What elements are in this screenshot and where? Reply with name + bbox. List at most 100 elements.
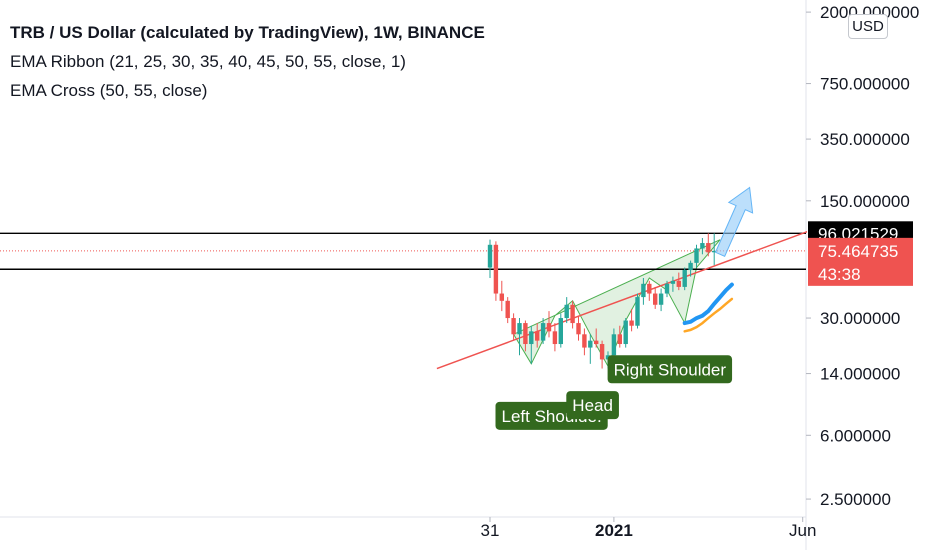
x-tick-label: 2021 xyxy=(595,521,633,540)
ema-slow-line xyxy=(683,297,734,333)
last-price-label: 75.464735 xyxy=(818,242,898,261)
candle-body xyxy=(712,250,717,253)
candle-body xyxy=(570,304,575,324)
candle-body xyxy=(558,318,563,345)
candle xyxy=(670,276,676,292)
candle xyxy=(582,328,587,356)
candle xyxy=(570,300,575,329)
candle xyxy=(700,238,705,255)
x-tick-label: 31 xyxy=(481,521,500,540)
candle xyxy=(647,280,652,301)
candle-body xyxy=(594,340,599,345)
candle xyxy=(517,318,522,356)
candle xyxy=(629,308,634,332)
candle xyxy=(664,280,670,298)
candle-body xyxy=(647,283,652,294)
y-tick-label: 14.000000 xyxy=(820,365,900,384)
candle-body xyxy=(641,283,646,298)
last-price-badge xyxy=(808,237,913,286)
candle-body xyxy=(499,293,504,301)
pattern-label-1[interactable]: Head xyxy=(566,391,619,420)
candle-body xyxy=(700,243,705,249)
candle-body xyxy=(505,300,510,319)
candle xyxy=(706,233,711,257)
candle-body xyxy=(552,331,558,345)
candle-body xyxy=(688,262,693,271)
candle xyxy=(564,297,569,324)
pattern-label-text: Right Shoulder xyxy=(614,360,727,379)
candle xyxy=(694,244,699,268)
candle xyxy=(487,239,493,278)
candle xyxy=(552,323,558,352)
candle xyxy=(653,286,658,309)
currency-button[interactable]: USD xyxy=(848,14,888,39)
candle-body xyxy=(605,355,611,360)
head-shoulders-pattern xyxy=(512,239,721,368)
y-tick-label: 30.000000 xyxy=(820,309,900,328)
candle-body xyxy=(635,297,640,326)
candle xyxy=(635,293,640,329)
candle-body xyxy=(676,280,681,287)
candle-body xyxy=(517,323,522,335)
candle-body xyxy=(617,334,622,345)
candle-body xyxy=(523,323,528,345)
candle xyxy=(617,325,622,348)
symbol-title: TRB / US Dollar (calculated by TradingVi… xyxy=(10,23,485,42)
candle-body xyxy=(611,334,617,356)
candle-body xyxy=(664,283,670,294)
candle-body xyxy=(629,320,634,326)
countdown-label: 43:38 xyxy=(818,265,861,284)
candle-body xyxy=(682,270,687,287)
candle xyxy=(511,313,516,341)
candle-body xyxy=(564,304,569,319)
candle xyxy=(688,260,693,277)
candle xyxy=(535,323,540,348)
candle-body xyxy=(493,244,499,294)
candle-body xyxy=(535,331,540,341)
candle xyxy=(499,280,504,312)
candle-body xyxy=(706,243,711,253)
candle-body xyxy=(599,344,605,360)
candle-body xyxy=(588,340,593,348)
candle xyxy=(658,288,664,312)
candle xyxy=(529,325,534,364)
candle xyxy=(594,328,599,348)
x-tick-label: Jun xyxy=(789,521,816,540)
candle xyxy=(599,340,605,369)
candle-body xyxy=(658,293,664,305)
y-tick-label: 2000.000000 xyxy=(820,3,919,22)
candle xyxy=(588,334,593,364)
candle-body xyxy=(576,323,581,335)
candle xyxy=(712,233,717,266)
candle xyxy=(682,267,687,291)
candle xyxy=(623,318,628,348)
ema-ribbon-legend[interactable]: EMA Ribbon (21, 25, 30, 35, 40, 45, 50, … xyxy=(10,52,406,71)
candle xyxy=(558,313,563,348)
candle-body xyxy=(670,280,676,284)
candle xyxy=(493,241,499,301)
candle-body xyxy=(623,320,628,345)
y-tick-label: 150.000000 xyxy=(820,192,910,211)
ema-fast-line xyxy=(682,282,734,326)
candle xyxy=(540,318,546,345)
pattern-label-box xyxy=(566,391,619,420)
chart-legend: TRB / US Dollar (calculated by TradingVi… xyxy=(10,18,485,105)
candle xyxy=(546,311,552,338)
candle-body xyxy=(582,334,587,348)
candle-body xyxy=(487,244,493,268)
pattern-label-2[interactable]: Right Shoulder xyxy=(607,355,733,384)
candle-body xyxy=(540,323,546,341)
pattern-label-text: Head xyxy=(572,396,613,415)
candle xyxy=(676,272,681,291)
candle xyxy=(505,297,510,324)
candle-body xyxy=(546,323,552,332)
candle xyxy=(641,277,646,305)
candle xyxy=(611,328,617,360)
projection-arrow xyxy=(714,186,754,257)
ema-cross-legend[interactable]: EMA Cross (50, 55, close) xyxy=(10,81,208,100)
pattern-label-box xyxy=(607,355,733,384)
y-tick-label: 350.000000 xyxy=(820,130,910,149)
candle xyxy=(576,315,581,341)
y-tick-label: 2.500000 xyxy=(820,490,891,509)
